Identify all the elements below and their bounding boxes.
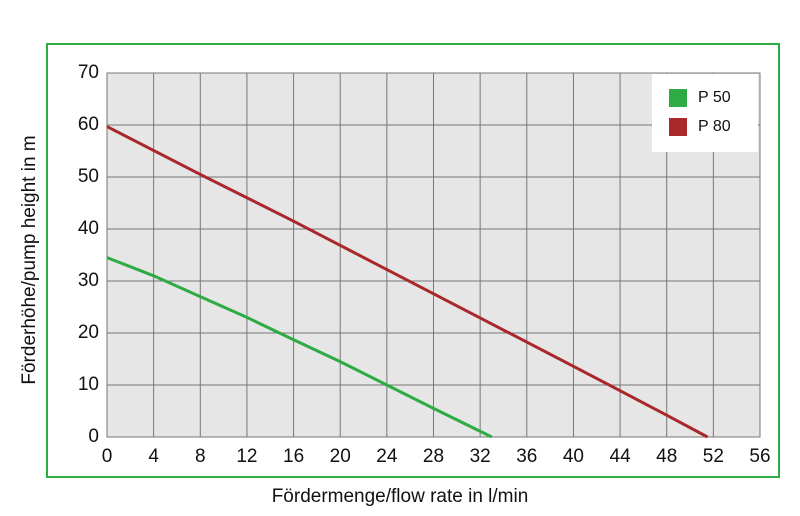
y-tick-label: 50 (78, 166, 99, 187)
x-tick-label: 24 (376, 446, 398, 467)
series-line (106, 256, 493, 439)
x-tick-label: 4 (148, 446, 159, 467)
x-tick-label: 40 (563, 446, 584, 467)
x-tick-label: 56 (749, 446, 770, 467)
y-tick-label: 70 (78, 62, 99, 83)
y-tick-label: 0 (88, 426, 99, 447)
x-tick-label: 16 (283, 446, 304, 467)
x-tick-label: 0 (102, 446, 113, 467)
y-tick-label: 60 (78, 114, 99, 135)
x-tick-label: 32 (470, 446, 491, 467)
legend-label: P 80 (698, 118, 731, 135)
legend-swatch (669, 89, 687, 107)
x-tick-label: 48 (656, 446, 677, 467)
legend-box (652, 74, 758, 152)
legend-swatch (669, 118, 687, 136)
x-tick-label: 36 (516, 446, 537, 467)
x-axis-label: Fördermenge/flow rate in l/min (272, 486, 529, 507)
legend: P 50 P 80 (652, 74, 758, 152)
x-tick-label: 28 (423, 446, 444, 467)
x-tick-label: 8 (195, 446, 206, 467)
x-tick-label: 20 (330, 446, 351, 467)
y-tick-label: 30 (78, 270, 99, 291)
y-tick-label: 20 (78, 322, 99, 343)
x-tick-label: 52 (703, 446, 724, 467)
x-tick-label: 44 (610, 446, 632, 467)
y-tick-label: 10 (78, 374, 99, 395)
x-tick-label: 12 (236, 446, 257, 467)
plot-border (106, 72, 761, 438)
y-axis-label: Förderhöhe/pump height in m (19, 135, 40, 384)
y-tick-label: 40 (78, 218, 99, 239)
legend-label: P 50 (698, 89, 731, 106)
series-line (106, 125, 709, 439)
